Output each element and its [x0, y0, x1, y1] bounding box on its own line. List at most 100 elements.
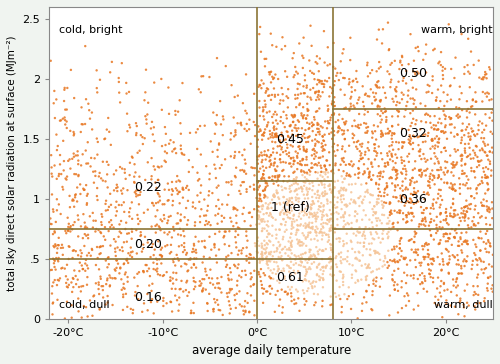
Point — [426, 174, 434, 179]
Point — [256, 221, 264, 227]
Point — [148, 296, 156, 302]
Point — [323, 197, 331, 202]
Point — [356, 258, 364, 264]
Point — [112, 213, 120, 218]
Point — [354, 138, 362, 144]
Point — [290, 119, 298, 125]
Point — [84, 191, 92, 197]
Point — [456, 300, 464, 305]
Point — [299, 114, 307, 120]
Point — [310, 114, 318, 120]
Point — [486, 209, 494, 215]
Point — [408, 120, 416, 126]
Point — [250, 282, 258, 288]
Point — [140, 242, 147, 248]
Point — [470, 221, 478, 227]
Point — [431, 136, 439, 142]
Point — [283, 262, 291, 268]
Point — [48, 312, 56, 317]
Point — [293, 153, 301, 159]
Point — [123, 231, 131, 237]
Point — [276, 143, 284, 149]
Point — [274, 182, 282, 188]
Point — [438, 68, 446, 74]
Point — [372, 209, 380, 215]
Point — [338, 143, 346, 149]
Point — [78, 284, 86, 289]
Point — [484, 142, 492, 147]
Point — [314, 122, 322, 127]
Point — [319, 275, 327, 281]
Point — [204, 221, 212, 227]
Point — [392, 88, 400, 94]
Point — [378, 108, 386, 114]
Point — [294, 81, 302, 87]
Point — [434, 127, 442, 132]
Point — [262, 255, 270, 261]
Point — [48, 283, 56, 289]
Point — [414, 276, 422, 282]
Point — [442, 297, 450, 303]
Point — [283, 246, 291, 252]
Point — [341, 209, 349, 215]
Point — [283, 74, 291, 80]
Point — [286, 161, 294, 166]
Point — [340, 176, 348, 182]
Point — [388, 276, 396, 282]
Point — [301, 302, 309, 308]
Point — [460, 132, 468, 138]
Point — [315, 160, 323, 166]
Point — [329, 218, 337, 224]
Point — [234, 225, 242, 230]
Point — [308, 153, 316, 158]
Point — [102, 258, 110, 264]
Point — [464, 36, 472, 41]
Point — [167, 249, 175, 255]
Point — [464, 177, 472, 182]
Point — [284, 86, 292, 92]
Point — [79, 235, 87, 241]
Point — [422, 223, 430, 229]
Point — [232, 305, 240, 311]
Point — [294, 289, 302, 294]
Point — [442, 165, 450, 171]
Point — [199, 285, 207, 291]
Point — [305, 167, 313, 173]
Point — [60, 115, 68, 120]
Point — [413, 69, 421, 75]
Point — [266, 239, 274, 245]
Point — [367, 86, 375, 92]
Point — [342, 187, 350, 193]
Point — [466, 145, 473, 151]
Point — [208, 149, 216, 155]
Point — [372, 136, 380, 142]
Point — [254, 84, 262, 90]
Point — [484, 90, 492, 95]
Point — [261, 187, 269, 193]
Point — [72, 171, 80, 177]
Point — [184, 268, 192, 273]
Point — [458, 31, 466, 37]
Point — [70, 204, 78, 210]
Point — [399, 188, 407, 194]
Point — [424, 261, 432, 267]
Point — [99, 287, 107, 293]
Point — [73, 198, 81, 204]
Point — [284, 238, 292, 244]
Point — [288, 250, 296, 256]
Point — [95, 282, 103, 288]
Point — [371, 157, 379, 162]
Point — [420, 210, 428, 216]
Point — [63, 262, 71, 268]
Point — [264, 241, 272, 247]
Point — [364, 139, 372, 145]
Point — [310, 116, 318, 122]
Point — [456, 153, 464, 159]
Point — [426, 120, 434, 126]
Point — [351, 209, 359, 214]
Point — [444, 169, 452, 175]
Point — [280, 276, 288, 282]
Point — [426, 113, 434, 119]
Point — [458, 205, 466, 211]
Point — [110, 187, 118, 193]
